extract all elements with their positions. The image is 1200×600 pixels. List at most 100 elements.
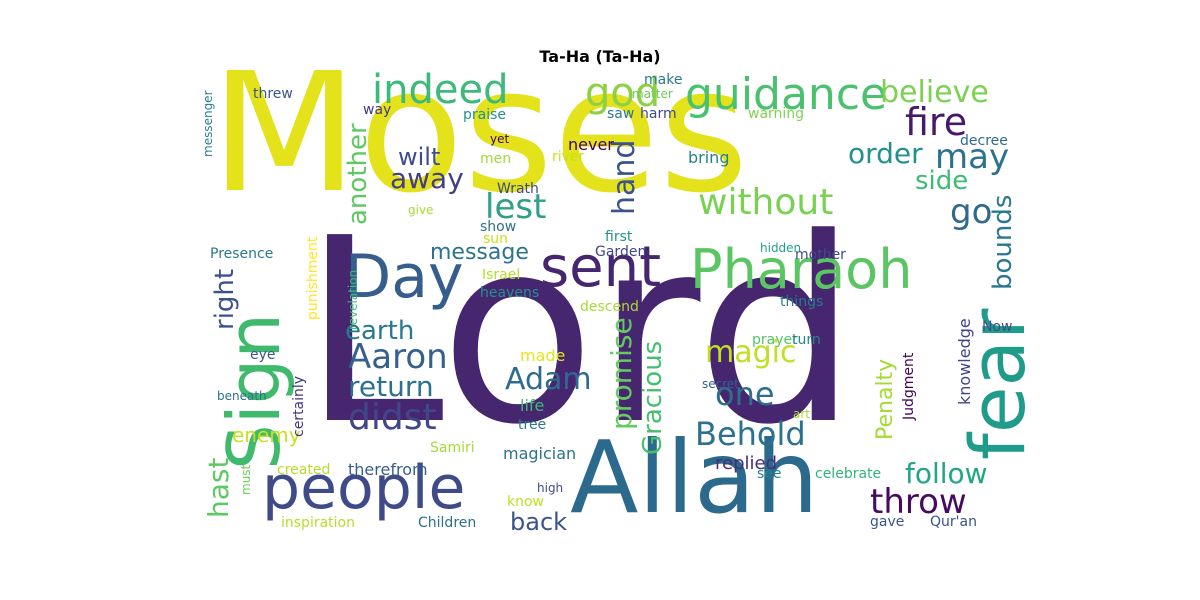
word-things: things bbox=[780, 294, 824, 310]
word-qur-an: Qur'an bbox=[930, 514, 977, 530]
word-magician: magician bbox=[503, 444, 577, 463]
word-allah: Allah bbox=[570, 419, 819, 532]
word-yet: yet bbox=[490, 132, 510, 146]
word-right: right bbox=[210, 268, 240, 330]
word-made: made bbox=[520, 346, 566, 365]
word-prayer: prayer bbox=[752, 332, 798, 348]
word-bounds: bounds bbox=[988, 194, 1018, 290]
word-river: river bbox=[552, 149, 585, 165]
word-eye: eye bbox=[250, 347, 276, 363]
word-sun: sun bbox=[483, 231, 509, 247]
word-lest: lest bbox=[485, 187, 547, 227]
word-hand: hand bbox=[607, 139, 642, 215]
word-heavens: heavens bbox=[480, 285, 540, 301]
word-certainly: certainly bbox=[291, 375, 307, 437]
word-guidance: guidance bbox=[685, 70, 888, 120]
word-celebrate: celebrate bbox=[815, 466, 882, 482]
word-gracious: Gracious bbox=[638, 340, 668, 455]
word-praise: praise bbox=[463, 107, 507, 123]
word-art: art bbox=[793, 407, 810, 421]
word-earth: earth bbox=[345, 316, 415, 346]
word-replied: replied bbox=[715, 453, 778, 474]
word-order: order bbox=[848, 137, 923, 170]
word-know: know bbox=[507, 494, 544, 510]
word-wrath: Wrath bbox=[497, 181, 539, 197]
word-high: high bbox=[537, 481, 564, 495]
word-saw: saw bbox=[607, 106, 635, 122]
word-descend: descend bbox=[580, 299, 639, 315]
word-adam: Adam bbox=[505, 362, 592, 397]
word-throw: throw bbox=[870, 482, 967, 522]
word-didst: didst bbox=[348, 397, 437, 438]
word-aaron: Aaron bbox=[348, 337, 448, 377]
word-wilt: wilt bbox=[398, 143, 441, 171]
word-gave: gave bbox=[870, 514, 905, 530]
chart-title: Ta-Ha (Ta-Ha) bbox=[539, 47, 661, 66]
word-message: message bbox=[430, 240, 529, 265]
word-now: Now bbox=[982, 319, 1013, 335]
word-revelation: revelation bbox=[346, 269, 360, 330]
word-make: make bbox=[644, 72, 683, 88]
word-fire: fire bbox=[905, 100, 968, 144]
word-messenger: messenger bbox=[201, 90, 215, 158]
word-penalty: Penalty bbox=[873, 358, 898, 440]
word-behold: Behold bbox=[695, 415, 806, 453]
word-bring: bring bbox=[688, 148, 730, 167]
word-one: one bbox=[715, 375, 775, 413]
word-back: back bbox=[510, 508, 568, 532]
word-magic: magic bbox=[705, 335, 797, 370]
word-without: without bbox=[698, 182, 834, 223]
word-away: away bbox=[390, 162, 464, 195]
word-therefrom: therefrom bbox=[348, 460, 428, 479]
word-way: way bbox=[363, 102, 392, 118]
word-see: see bbox=[757, 466, 782, 482]
word-samiri: Samiri bbox=[430, 440, 475, 456]
word-punishment: punishment bbox=[305, 236, 321, 320]
word-knowledge: knowledge bbox=[955, 318, 974, 405]
word-moses: Moses bbox=[210, 70, 749, 231]
word-inspiration: inspiration bbox=[281, 515, 355, 531]
word-promise: promise bbox=[605, 317, 638, 430]
word-harm: harm bbox=[640, 106, 677, 122]
word-god: god bbox=[585, 70, 661, 116]
word-created: created bbox=[277, 462, 331, 478]
word-mother: mother bbox=[795, 247, 846, 263]
word-presence: Presence bbox=[210, 246, 274, 262]
word-must: must bbox=[239, 464, 253, 495]
word-matter: matter bbox=[632, 87, 673, 101]
word-israel: Israel bbox=[482, 267, 521, 283]
word-beneath: beneath bbox=[217, 389, 267, 403]
word-hidden: hidden bbox=[760, 241, 802, 255]
word-threw: threw bbox=[253, 86, 293, 102]
word-life: life bbox=[520, 396, 545, 415]
word-sent: sent bbox=[540, 235, 662, 300]
word-hast: hast bbox=[202, 457, 235, 518]
word-garden: Garden bbox=[595, 244, 647, 260]
word-believe: believe bbox=[880, 75, 989, 110]
word-go: go bbox=[950, 192, 993, 232]
word-never: never bbox=[568, 135, 614, 154]
word-decree: decree bbox=[960, 133, 1008, 149]
word-first: first bbox=[605, 229, 633, 245]
word-people: people bbox=[262, 453, 466, 523]
word-turn: turn bbox=[792, 332, 821, 348]
word-cloud: Lord Moses Allah people Sign Pharaoh Day sent fe… bbox=[200, 70, 1040, 532]
word-return: return bbox=[348, 370, 434, 403]
word-side: side bbox=[915, 166, 969, 196]
word-warning: warning bbox=[748, 106, 805, 122]
word-tree: tree bbox=[518, 417, 547, 433]
word-give: give bbox=[408, 203, 434, 217]
word-enemy: enemy bbox=[232, 423, 301, 447]
word-may: may bbox=[935, 137, 1010, 177]
word-pharaoh: Pharaoh bbox=[690, 238, 913, 301]
word-follow: follow bbox=[905, 457, 988, 490]
word-day: Day bbox=[345, 242, 464, 312]
word-secret: secret bbox=[702, 377, 739, 391]
word-another: another bbox=[343, 123, 373, 225]
word-show: show bbox=[480, 219, 517, 235]
word-indeed: indeed bbox=[372, 70, 509, 113]
word-lord: Lord bbox=[302, 184, 858, 481]
word-men: men bbox=[480, 151, 512, 167]
word-children: Children bbox=[418, 515, 477, 531]
word-judgment: Judgment bbox=[901, 352, 917, 420]
